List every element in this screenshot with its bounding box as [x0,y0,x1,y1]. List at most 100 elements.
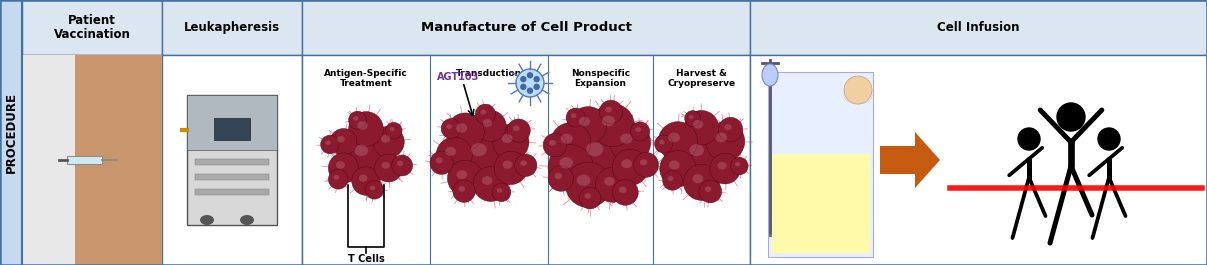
Text: PROCEDURE: PROCEDURE [5,92,17,173]
Ellipse shape [605,107,612,112]
Ellipse shape [634,152,659,177]
Text: Transduction: Transduction [456,69,523,78]
Bar [162,0,302,55]
Ellipse shape [349,112,384,146]
Bar [187,95,276,150]
Ellipse shape [343,132,389,178]
Ellipse shape [699,180,722,203]
Bar [750,0,1207,55]
Circle shape [1018,128,1040,150]
Ellipse shape [730,157,748,175]
Ellipse shape [357,121,368,130]
Bar [196,174,269,180]
Ellipse shape [571,113,577,118]
Ellipse shape [365,180,384,199]
Ellipse shape [602,116,616,126]
Ellipse shape [442,119,461,139]
Ellipse shape [548,145,594,190]
Ellipse shape [548,166,573,191]
Ellipse shape [456,123,467,133]
Ellipse shape [328,169,348,189]
Ellipse shape [502,160,513,169]
Ellipse shape [381,162,390,169]
Text: Leukapheresis: Leukapheresis [183,21,280,34]
Ellipse shape [554,173,562,179]
Circle shape [535,84,540,89]
Text: T Cells: T Cells [348,254,384,264]
Circle shape [844,76,871,104]
Ellipse shape [693,120,704,129]
Ellipse shape [689,144,704,156]
Ellipse shape [718,117,742,142]
Circle shape [535,77,540,82]
Ellipse shape [513,125,520,131]
Bar [22,55,162,265]
Ellipse shape [473,167,508,201]
Ellipse shape [610,122,651,163]
Ellipse shape [448,160,484,196]
Circle shape [527,73,532,78]
Ellipse shape [397,161,403,166]
Polygon shape [880,132,940,188]
Ellipse shape [705,186,711,192]
Ellipse shape [693,174,704,183]
Ellipse shape [604,177,614,186]
Ellipse shape [660,151,696,187]
Ellipse shape [517,69,544,97]
Ellipse shape [325,140,331,145]
Bar [302,55,750,265]
Ellipse shape [710,153,740,184]
Circle shape [1098,128,1120,150]
Ellipse shape [492,124,529,160]
Ellipse shape [471,143,486,156]
Ellipse shape [579,117,590,126]
Ellipse shape [566,108,585,127]
Ellipse shape [494,151,527,184]
Ellipse shape [380,135,390,143]
Ellipse shape [635,127,641,132]
Ellipse shape [612,180,639,205]
Ellipse shape [689,115,694,119]
Ellipse shape [374,154,402,182]
Ellipse shape [456,170,467,179]
Ellipse shape [447,113,484,151]
Bar [22,55,162,265]
Ellipse shape [716,132,727,142]
Ellipse shape [591,104,634,147]
Text: Nonspecific
Expansion: Nonspecific Expansion [571,69,630,89]
Ellipse shape [355,145,368,156]
Bar [187,95,276,225]
Bar [772,154,870,253]
Ellipse shape [459,186,465,192]
Bar [22,0,162,55]
Ellipse shape [549,140,556,146]
Ellipse shape [492,183,511,202]
Ellipse shape [240,215,253,225]
Ellipse shape [762,64,779,86]
Ellipse shape [349,111,367,129]
Ellipse shape [640,159,647,165]
Ellipse shape [667,176,674,181]
Ellipse shape [457,129,511,182]
Ellipse shape [445,147,456,156]
Ellipse shape [684,111,718,145]
Ellipse shape [612,149,648,186]
Ellipse shape [561,134,573,144]
Ellipse shape [543,134,566,157]
Ellipse shape [667,132,680,142]
Ellipse shape [584,193,591,199]
Ellipse shape [620,134,632,144]
Ellipse shape [358,175,367,182]
Ellipse shape [476,104,495,124]
Text: Manufacture of Cell Product: Manufacture of Cell Product [420,21,631,34]
Ellipse shape [483,119,492,127]
Ellipse shape [595,167,630,202]
Ellipse shape [436,158,443,164]
Ellipse shape [514,154,537,176]
Ellipse shape [328,153,358,183]
Ellipse shape [330,129,357,155]
Ellipse shape [565,162,611,207]
Ellipse shape [354,116,358,121]
Bar [768,72,873,257]
Text: Cell Infusion: Cell Infusion [938,21,1020,34]
